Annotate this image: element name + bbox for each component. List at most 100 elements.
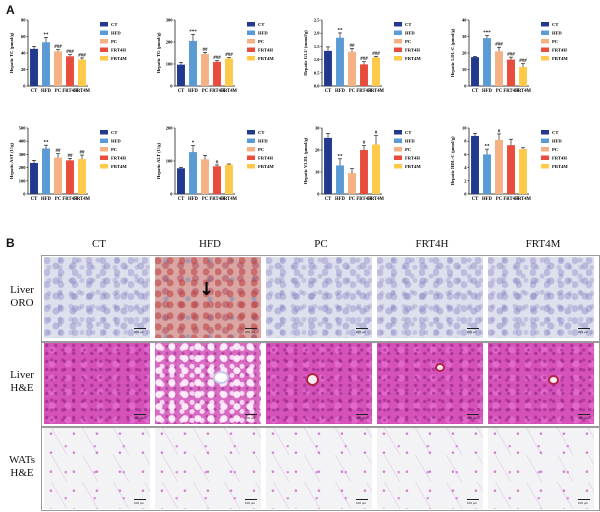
- y-tick-label: 300: [166, 18, 174, 23]
- bar-hfd: [483, 38, 491, 86]
- legend-swatch: [247, 56, 255, 61]
- legend-label: HFD: [111, 31, 121, 36]
- legend-swatch: [541, 30, 549, 35]
- bar-ct: [471, 57, 479, 86]
- y-tick-label: 2: [464, 178, 467, 183]
- category-label: CT: [325, 89, 332, 94]
- category-label: FRT4M: [221, 89, 238, 94]
- col-header-hfd: HFD: [198, 238, 221, 250]
- legend-swatch: [100, 164, 108, 169]
- y-tick-label: 10: [462, 126, 467, 131]
- legend-swatch: [394, 138, 402, 143]
- legend-label: FRT4M: [258, 56, 274, 61]
- category-label: HFD: [188, 197, 199, 202]
- category-label: CT: [31, 197, 38, 202]
- bar-frt4h: [213, 61, 221, 86]
- y-tick-label: 200: [166, 126, 174, 131]
- y-tick-label: 10: [462, 67, 467, 72]
- category-label: HFD: [335, 89, 346, 94]
- category-label: HFD: [482, 89, 493, 94]
- image-oro-ct: 200 μm: [44, 257, 150, 338]
- bar-chart-2: Hepatic TG (μmol/g) 0 100 200 300 CT *** HFD ## P…: [151, 14, 296, 118]
- y-tick-label: 100: [166, 159, 174, 164]
- legend-swatch: [541, 130, 549, 135]
- legend-swatch: [247, 30, 255, 35]
- bar-frt4m: [372, 57, 380, 86]
- legend-label: PC: [111, 147, 117, 152]
- category-label: CT: [472, 89, 479, 94]
- legend-swatch: [247, 164, 255, 169]
- legend-swatch: [100, 39, 108, 44]
- legend-swatch: [100, 47, 108, 52]
- legend-swatch: [247, 22, 255, 27]
- bar-pc: [54, 51, 62, 86]
- significance-mark: ###: [360, 57, 368, 62]
- category-label: FRT4M: [368, 89, 385, 94]
- bar-pc: [201, 54, 209, 86]
- legend-label: PC: [258, 39, 264, 44]
- bar-frt4m: [225, 164, 233, 194]
- y-tick-label: 2.5: [314, 18, 320, 23]
- panel-a-label: A: [6, 3, 15, 17]
- legend-label: FRT4H: [111, 156, 126, 161]
- legend-label: PC: [405, 147, 411, 152]
- significance-mark: ***: [483, 31, 491, 36]
- image-wat-frt4m: 100 μm: [488, 428, 594, 509]
- bar-pc: [348, 173, 356, 194]
- y-axis-label: Hepatic TC (μmol/g): [9, 32, 14, 73]
- category-label: PC: [496, 197, 503, 202]
- legend-label: FRT4M: [258, 164, 274, 169]
- legend-label: HFD: [111, 139, 121, 144]
- category-label: FRT4M: [221, 197, 238, 202]
- legend-label: FRT4H: [552, 48, 567, 53]
- bar-ct: [471, 135, 479, 194]
- significance-mark: ###: [507, 53, 515, 58]
- legend-label: HFD: [552, 31, 562, 36]
- legend-swatch: [541, 56, 549, 61]
- bar-ct: [177, 168, 185, 194]
- y-tick-label: 1.5: [314, 44, 320, 49]
- category-label: FRT4H: [209, 197, 225, 202]
- y-tick-label: 60: [21, 34, 26, 39]
- legend-swatch: [100, 22, 108, 27]
- y-tick-label: 10: [315, 170, 320, 175]
- category-label: FRT4M: [515, 89, 532, 94]
- legend-label: FRT4H: [405, 48, 420, 53]
- category-label: HFD: [41, 89, 52, 94]
- image-wat-ct: 100 μm: [44, 428, 150, 509]
- significance-mark: #: [363, 141, 366, 146]
- bar-pc: [495, 51, 503, 86]
- bar-chart-4: Hepatic LDL-C (μmol/g) 0 10 20 30 40 CT *** HFD #…: [445, 14, 590, 118]
- significance-mark: #: [375, 131, 378, 136]
- bar-frt4m: [372, 144, 380, 194]
- legend-swatch: [394, 47, 402, 52]
- legend-swatch: [100, 147, 108, 152]
- legend-swatch: [247, 39, 255, 44]
- legend-label: CT: [405, 130, 411, 135]
- category-label: PC: [349, 197, 356, 202]
- significance-mark: **: [338, 154, 344, 159]
- legend-swatch: [394, 130, 402, 135]
- legend-label: FRT4M: [552, 164, 568, 169]
- bar-ct: [324, 50, 332, 86]
- category-label: PC: [349, 89, 356, 94]
- y-tick-label: 0: [464, 84, 467, 89]
- legend-swatch: [394, 155, 402, 160]
- y-tick-label: 30: [315, 126, 320, 131]
- category-label: PC: [202, 89, 209, 94]
- bar-hfd: [483, 154, 491, 194]
- y-tick-label: 0: [464, 192, 467, 197]
- category-label: CT: [31, 89, 38, 94]
- category-label: HFD: [482, 197, 493, 202]
- legend-label: CT: [111, 22, 117, 27]
- legend-label: FRT4M: [111, 56, 127, 61]
- significance-mark: **: [485, 145, 491, 150]
- bar-frt4h: [66, 56, 74, 86]
- y-tick-label: 500: [19, 126, 27, 131]
- significance-mark: #: [498, 129, 501, 134]
- legend-swatch: [100, 138, 108, 143]
- category-label: PC: [55, 89, 62, 94]
- y-tick-label: 20: [462, 51, 467, 56]
- legend-label: FRT4H: [258, 156, 273, 161]
- category-label: FRT4H: [356, 197, 372, 202]
